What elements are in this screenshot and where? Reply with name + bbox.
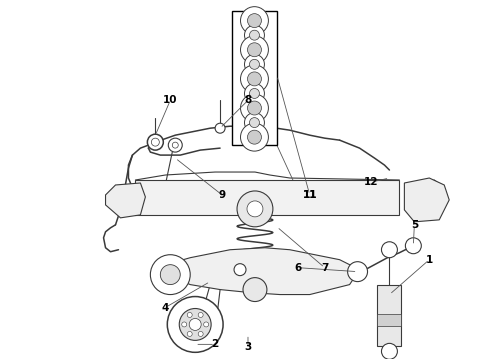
Text: 12: 12	[364, 177, 379, 187]
Bar	[377, 315, 401, 327]
Circle shape	[147, 134, 163, 150]
Circle shape	[215, 123, 225, 133]
Circle shape	[198, 332, 203, 337]
Circle shape	[247, 72, 262, 86]
Text: 3: 3	[245, 342, 251, 352]
Circle shape	[189, 319, 201, 330]
Circle shape	[198, 312, 203, 318]
Bar	[232, 11, 277, 145]
Circle shape	[150, 255, 190, 294]
Text: 1: 1	[426, 255, 433, 265]
Text: 10: 10	[163, 95, 177, 105]
Circle shape	[382, 242, 397, 258]
Circle shape	[151, 138, 159, 146]
Circle shape	[243, 278, 267, 302]
Circle shape	[187, 312, 192, 318]
Circle shape	[167, 297, 223, 352]
Circle shape	[245, 113, 265, 132]
Circle shape	[247, 130, 262, 144]
Circle shape	[172, 142, 178, 148]
Circle shape	[179, 309, 211, 340]
Text: 11: 11	[302, 190, 317, 200]
Circle shape	[241, 65, 269, 93]
Bar	[377, 285, 401, 346]
Bar	[135, 180, 399, 215]
Circle shape	[249, 59, 259, 69]
Circle shape	[347, 262, 368, 282]
Circle shape	[247, 43, 262, 57]
Polygon shape	[105, 183, 146, 218]
Circle shape	[245, 84, 265, 103]
Circle shape	[187, 332, 192, 337]
Circle shape	[241, 7, 269, 35]
Circle shape	[249, 30, 259, 40]
Circle shape	[249, 118, 259, 127]
Circle shape	[245, 25, 265, 45]
Circle shape	[168, 138, 182, 152]
Polygon shape	[155, 248, 360, 294]
Circle shape	[247, 14, 262, 28]
Text: 2: 2	[212, 339, 219, 349]
Circle shape	[237, 191, 273, 227]
Circle shape	[234, 264, 246, 276]
Circle shape	[204, 322, 209, 327]
Text: 9: 9	[219, 190, 226, 200]
Polygon shape	[404, 178, 449, 222]
Circle shape	[241, 36, 269, 64]
Circle shape	[247, 101, 262, 115]
Circle shape	[160, 265, 180, 285]
Circle shape	[241, 94, 269, 122]
Circle shape	[382, 343, 397, 359]
Circle shape	[405, 238, 421, 254]
Text: 11: 11	[302, 190, 317, 200]
Circle shape	[245, 54, 265, 74]
Circle shape	[182, 322, 187, 327]
Circle shape	[247, 201, 263, 217]
Text: 6: 6	[294, 263, 301, 273]
Circle shape	[249, 89, 259, 98]
Circle shape	[241, 123, 269, 151]
Text: 4: 4	[162, 302, 169, 312]
Text: 7: 7	[321, 263, 328, 273]
Text: 8: 8	[245, 95, 251, 105]
Text: 5: 5	[411, 220, 418, 230]
